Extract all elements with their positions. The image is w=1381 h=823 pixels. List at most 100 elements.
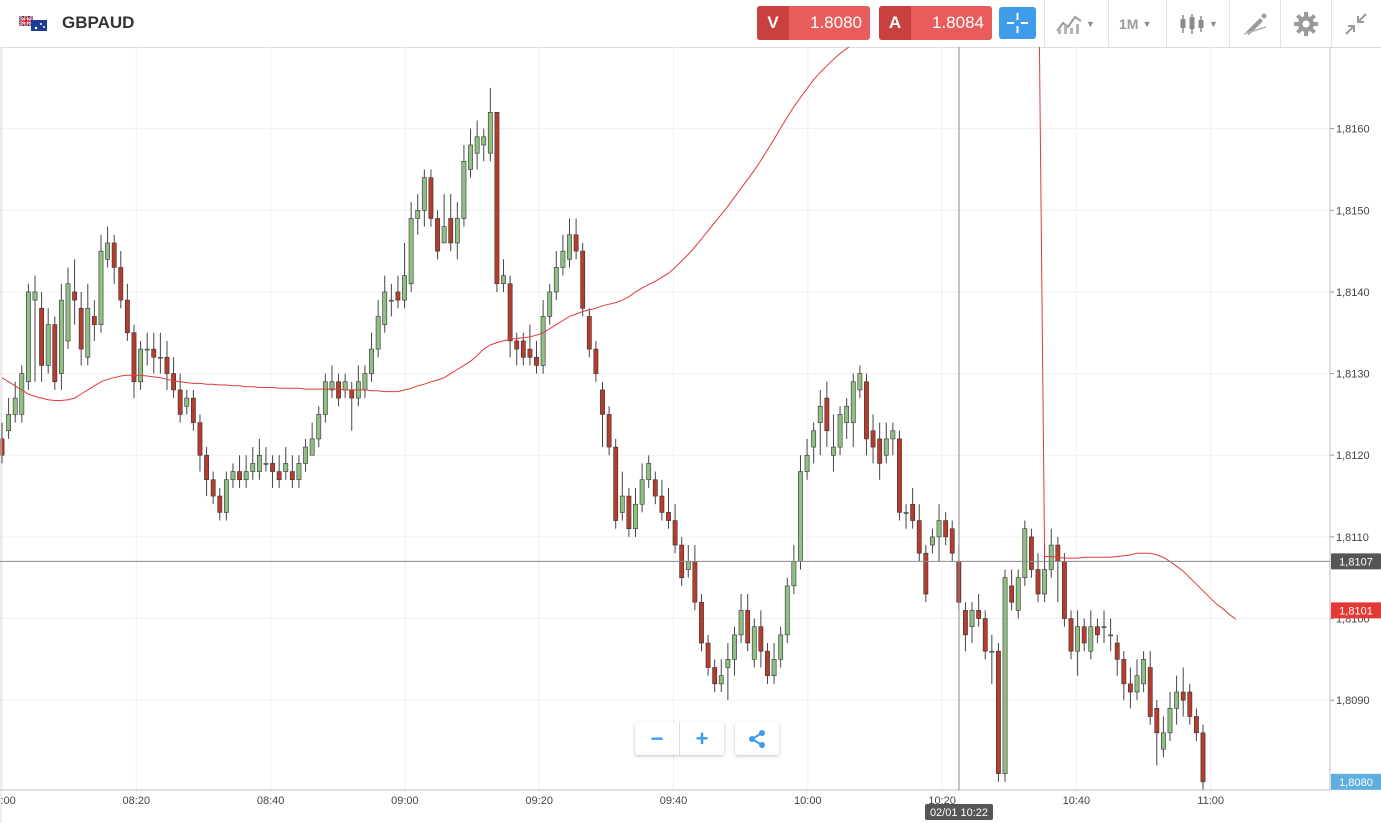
candle-body [197, 422, 203, 456]
candle [454, 202, 460, 260]
candle-body [316, 414, 322, 440]
candle [705, 634, 711, 676]
collapse-button[interactable] [1344, 10, 1368, 38]
candle-body [501, 275, 506, 285]
candle [1015, 569, 1021, 619]
candle-body [1161, 732, 1166, 750]
candle [567, 218, 572, 268]
candle-body [982, 618, 988, 652]
candle-body [527, 348, 533, 358]
candle-body [468, 144, 473, 170]
candle [105, 226, 110, 268]
candle-body [897, 438, 902, 513]
candle [58, 283, 64, 390]
candle-body [32, 291, 38, 301]
x-tick-label: 09:40 [660, 795, 688, 807]
candle-body [626, 495, 632, 530]
toolbar-divider [1229, 0, 1230, 47]
toolbar-divider [1108, 0, 1109, 47]
candle-body [870, 430, 876, 448]
candle [421, 169, 427, 227]
candle [494, 112, 500, 292]
chart-grid [0, 47, 1330, 790]
candle [157, 332, 163, 374]
candle-body [1101, 626, 1107, 629]
y-tick-label: 1,8120 [1336, 450, 1370, 462]
settings-button[interactable] [1294, 10, 1318, 38]
sell-price: 1.8080 [810, 13, 862, 32]
candle [177, 373, 183, 423]
candle [540, 300, 546, 374]
candle [25, 283, 31, 390]
candle [864, 373, 869, 456]
candle [0, 422, 5, 464]
candle [355, 365, 361, 407]
candle-body [534, 356, 539, 366]
candle [342, 373, 348, 399]
zoom-out-button[interactable]: − [650, 725, 664, 751]
candle-body [1154, 708, 1160, 734]
candle [1048, 528, 1054, 578]
candle [1187, 683, 1193, 725]
candle-body [1194, 716, 1199, 734]
candle [118, 251, 124, 309]
candle-body [804, 454, 810, 472]
candle-body [520, 340, 526, 358]
candle-body [237, 471, 242, 481]
candle-body [474, 136, 480, 154]
candle [52, 316, 58, 390]
candle-body [369, 348, 374, 374]
candle-body [190, 397, 196, 423]
sell-button[interactable]: V 1.8080 [757, 6, 870, 40]
candle [402, 242, 407, 309]
candle [395, 275, 401, 309]
share-button[interactable] [735, 722, 779, 755]
crosshair-button[interactable] [999, 7, 1036, 39]
candle [1055, 536, 1061, 603]
candle-body [633, 503, 638, 530]
candle [976, 594, 982, 627]
candle-body [864, 381, 869, 440]
candle [448, 193, 454, 252]
candle [580, 242, 586, 317]
timeframe-button[interactable]: 1M ▼ [1119, 10, 1151, 38]
candle-body [705, 642, 711, 668]
candle [151, 332, 157, 374]
candle [738, 594, 744, 644]
candles-button[interactable]: ▼ [1179, 10, 1218, 38]
candle-body [507, 283, 513, 342]
chart-type-button[interactable]: ▼ [1056, 10, 1095, 38]
moving-average-layer [1, 47, 1237, 620]
candle [1161, 716, 1166, 758]
buy-button[interactable]: A 1.8084 [879, 6, 992, 40]
candle [916, 504, 922, 562]
candle-body [454, 218, 460, 244]
candle [778, 626, 784, 668]
draw-button[interactable] [1243, 10, 1267, 38]
candle [481, 128, 487, 162]
candle [771, 643, 777, 684]
candle [619, 471, 625, 521]
candle-body [375, 316, 381, 350]
candle [336, 373, 341, 407]
candle-body [949, 528, 955, 554]
price-chart[interactable]: 08:0008:2008:4009:0009:2009:4010:0010:20… [0, 47, 1381, 823]
candle [316, 406, 322, 448]
candle-body [395, 291, 401, 301]
candle-body [639, 479, 645, 505]
candle-body [903, 512, 909, 514]
candle-body [230, 471, 236, 481]
candle [171, 357, 176, 399]
candle [996, 643, 1001, 782]
candle [877, 422, 883, 480]
candle [1029, 528, 1034, 578]
candle-body [567, 234, 572, 260]
candle [765, 643, 770, 684]
candle [606, 406, 612, 456]
candle [190, 389, 196, 431]
candle-body [1180, 691, 1186, 701]
candle [487, 87, 493, 162]
bottom-price-label: 1,8080 [1339, 777, 1373, 789]
candles-layer [0, 87, 1206, 790]
zoom-in-button[interactable]: + [679, 722, 724, 755]
